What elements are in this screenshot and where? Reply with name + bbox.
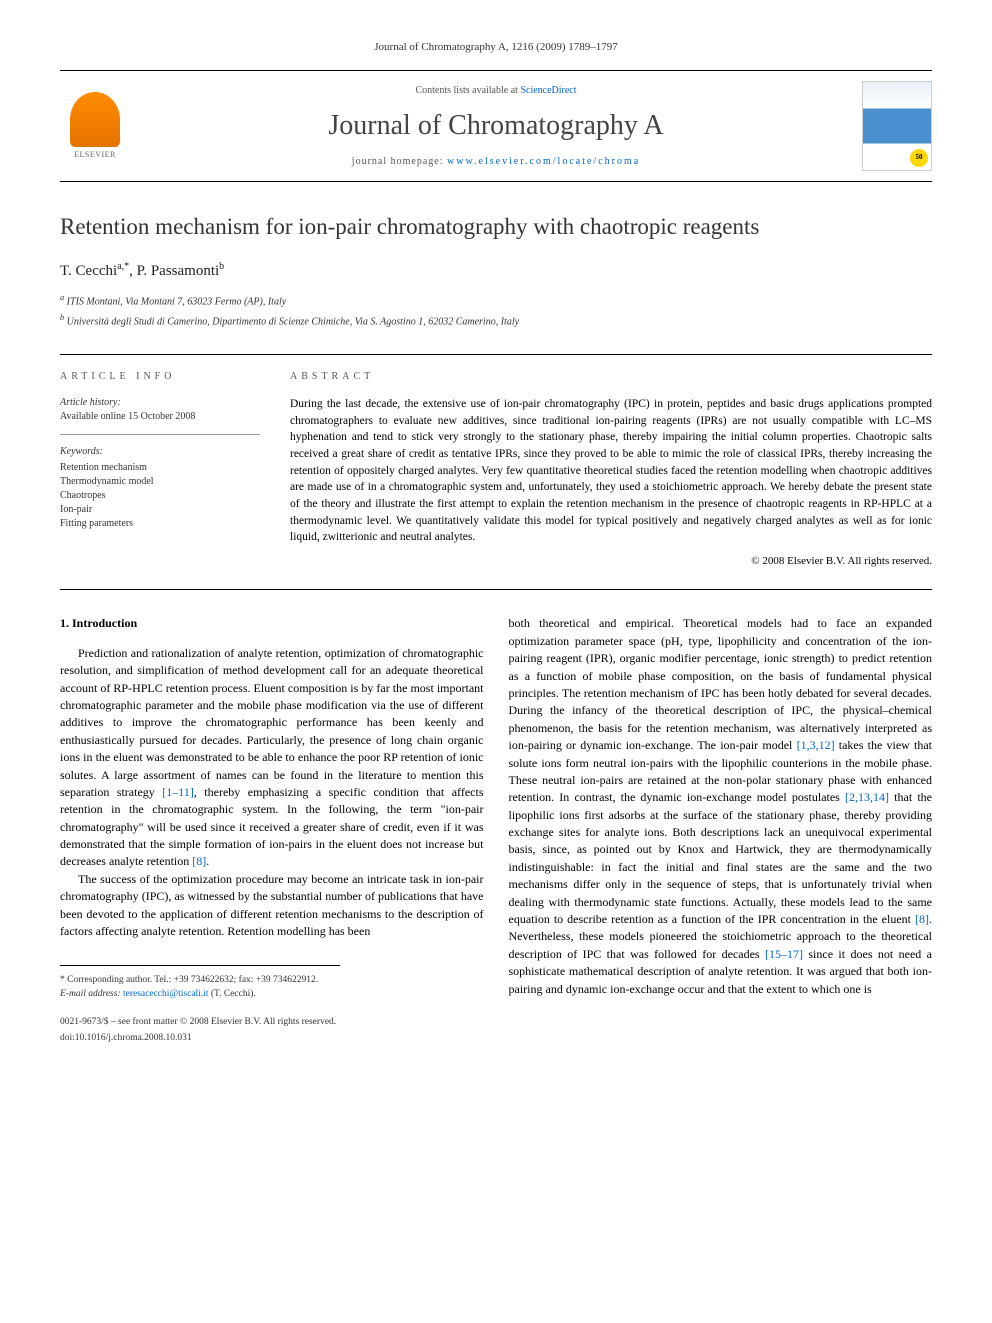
article-title: Retention mechanism for ion-pair chromat… xyxy=(60,212,932,242)
email-label: E-mail address: xyxy=(60,989,121,999)
article-history-block: Article history: Available online 15 Oct… xyxy=(60,396,260,435)
ref-link[interactable]: [1–11] xyxy=(162,785,194,799)
info-abstract-row: ARTICLE INFO Article history: Available … xyxy=(60,354,932,590)
journal-title: Journal of Chromatography A xyxy=(130,106,862,145)
affiliation-a: a ITIS Montani, Via Montani 7, 63023 Fer… xyxy=(60,292,932,309)
affiliation-b: b Università degli Studi di Camerino, Di… xyxy=(60,312,932,329)
keyword: Thermodynamic model xyxy=(60,475,260,489)
paragraph: both theoretical and empirical. Theoreti… xyxy=(509,615,933,998)
contents-line: Contents lists available at ScienceDirec… xyxy=(130,84,862,98)
keywords-block: Keywords: Retention mechanism Thermodyna… xyxy=(60,445,260,531)
right-column: both theoretical and empirical. Theoreti… xyxy=(509,615,933,1045)
journal-cover-thumbnail: 50 xyxy=(862,81,932,171)
header-citation: Journal of Chromatography A, 1216 (2009)… xyxy=(60,40,932,55)
ref-link[interactable]: [1,3,12] xyxy=(797,738,835,752)
affiliations: a ITIS Montani, Via Montani 7, 63023 Fer… xyxy=(60,292,932,329)
article-info-header: ARTICLE INFO xyxy=(60,370,260,384)
abstract-text: During the last decade, the extensive us… xyxy=(290,396,932,546)
footer-separator xyxy=(60,965,340,974)
contents-prefix: Contents lists available at xyxy=(415,85,520,96)
abstract-copyright: © 2008 Elsevier B.V. All rights reserved… xyxy=(290,554,932,569)
paragraph: Prediction and rationalization of analyt… xyxy=(60,645,484,871)
history-label: Article history: xyxy=(60,397,121,408)
elsevier-logo: ELSEVIER xyxy=(60,86,130,166)
anniversary-badge: 50 xyxy=(910,149,928,167)
journal-header-box: ELSEVIER Contents lists available at Sci… xyxy=(60,70,932,182)
keyword: Ion-pair xyxy=(60,503,260,517)
history-text: Available online 15 October 2008 xyxy=(60,411,195,422)
article-info-column: ARTICLE INFO Article history: Available … xyxy=(60,370,260,569)
ref-link[interactable]: [15–17] xyxy=(765,947,803,961)
paragraph: The success of the optimization procedur… xyxy=(60,871,484,941)
issn-line: 0021-9673/$ – see front matter © 2008 El… xyxy=(60,1016,484,1030)
abstract-header: ABSTRACT xyxy=(290,370,932,384)
email-name: (T. Cecchi). xyxy=(211,989,256,999)
left-column: 1. Introduction Prediction and rationali… xyxy=(60,615,484,1045)
keyword: Chaotropes xyxy=(60,489,260,503)
keyword: Fitting parameters xyxy=(60,517,260,531)
body-columns: 1. Introduction Prediction and rationali… xyxy=(60,615,932,1045)
keyword: Retention mechanism xyxy=(60,461,260,475)
ref-link[interactable]: [8] xyxy=(192,854,206,868)
section-1-title: 1. Introduction xyxy=(60,615,484,632)
homepage-link[interactable]: www.elsevier.com/locate/chroma xyxy=(447,156,640,167)
corresponding-tel: * Corresponding author. Tel.: +39 734622… xyxy=(60,974,484,987)
homepage-line: journal homepage: www.elsevier.com/locat… xyxy=(130,155,862,169)
elsevier-label: ELSEVIER xyxy=(74,149,116,160)
ref-link[interactable]: [8] xyxy=(915,912,929,926)
corresponding-author: * Corresponding author. Tel.: +39 734622… xyxy=(60,974,484,1001)
abstract-column: ABSTRACT During the last decade, the ext… xyxy=(290,370,932,569)
corresponding-email-line: E-mail address: teresacecchi@tiscali.it … xyxy=(60,988,484,1001)
authors: T. Cecchia,*, P. Passamontib xyxy=(60,260,932,282)
journal-center: Contents lists available at ScienceDirec… xyxy=(130,84,862,169)
elsevier-tree-icon xyxy=(70,92,120,147)
email-link[interactable]: teresacecchi@tiscali.it xyxy=(123,989,209,999)
sciencedirect-link[interactable]: ScienceDirect xyxy=(520,85,576,96)
doi-line: doi:10.1016/j.chroma.2008.10.031 xyxy=(60,1032,484,1046)
homepage-prefix: journal homepage: xyxy=(352,156,447,167)
ref-link[interactable]: [2,13,14] xyxy=(845,790,889,804)
keywords-label: Keywords: xyxy=(60,445,260,459)
